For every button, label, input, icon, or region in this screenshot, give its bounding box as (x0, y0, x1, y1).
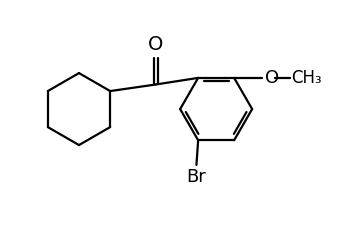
Text: Br: Br (187, 168, 206, 186)
Text: CH₃: CH₃ (291, 69, 322, 87)
Text: O: O (265, 69, 279, 87)
Text: O: O (148, 35, 163, 54)
